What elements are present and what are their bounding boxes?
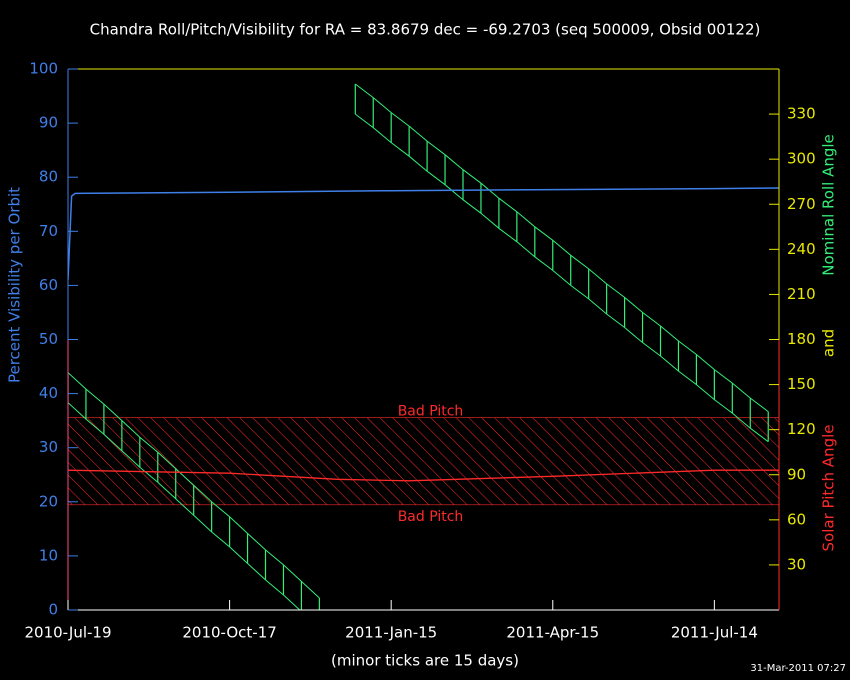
y2-tick-label: 150 bbox=[787, 375, 816, 393]
x-tick-label: 2010-Jul-19 bbox=[24, 624, 111, 642]
y-tick-label: 50 bbox=[39, 330, 58, 348]
y2-axis-label: Nominal Roll Angle bbox=[820, 134, 838, 276]
timestamp: 31-Mar-2011 07:27 bbox=[750, 663, 846, 674]
x-tick-label: 2011-Apr-15 bbox=[506, 624, 599, 642]
y-tick-label: 30 bbox=[39, 438, 58, 456]
bad-pitch-label: Bad Pitch bbox=[398, 404, 464, 420]
y-tick-label: 60 bbox=[39, 276, 58, 294]
roll-lower-edge bbox=[68, 113, 769, 610]
x-tick-label: 2011-Jul-14 bbox=[671, 624, 758, 642]
y2-tick-label: 30 bbox=[787, 555, 806, 573]
y2-axis-label: Solar Pitch Angle bbox=[820, 425, 838, 552]
y-tick-label: 100 bbox=[29, 60, 58, 78]
y2-tick-label: 210 bbox=[787, 285, 816, 303]
roll-upper-edge bbox=[68, 83, 769, 599]
y-tick-label: 10 bbox=[39, 546, 58, 564]
y2-tick-label: 330 bbox=[787, 105, 816, 123]
y-tick-label: 90 bbox=[39, 114, 58, 132]
y2-tick-label: 270 bbox=[787, 195, 816, 213]
y2-axis-label: and bbox=[820, 329, 838, 357]
plot-area bbox=[68, 83, 779, 610]
y-tick-label: 40 bbox=[39, 384, 58, 402]
x-axis-note: (minor ticks are 15 days) bbox=[331, 652, 519, 670]
y2-tick-label: 240 bbox=[787, 240, 816, 258]
y-tick-label: 70 bbox=[39, 222, 58, 240]
y2-tick-label: 300 bbox=[787, 150, 816, 168]
y-axis-label: Percent Visibility per Orbit bbox=[6, 187, 24, 383]
y-tick-label: 80 bbox=[39, 168, 58, 186]
y2-tick-label: 120 bbox=[787, 420, 816, 438]
y2-tick-label: 180 bbox=[787, 330, 816, 348]
visibility-line bbox=[68, 187, 779, 281]
pitch-line bbox=[68, 469, 779, 482]
y2-tick-label: 90 bbox=[787, 465, 806, 483]
x-tick-label: 2011-Jan-15 bbox=[345, 624, 437, 642]
bad-pitch-band bbox=[68, 417, 779, 506]
y2-tick-label: 60 bbox=[787, 510, 806, 528]
chart-title: Chandra Roll/Pitch/Visibility for RA = 8… bbox=[90, 21, 761, 39]
y-tick-label: 0 bbox=[48, 601, 58, 619]
x-tick-label: 2010-Oct-17 bbox=[182, 624, 276, 642]
y-tick-label: 20 bbox=[39, 492, 58, 510]
bad-pitch-label: Bad Pitch bbox=[398, 509, 464, 525]
